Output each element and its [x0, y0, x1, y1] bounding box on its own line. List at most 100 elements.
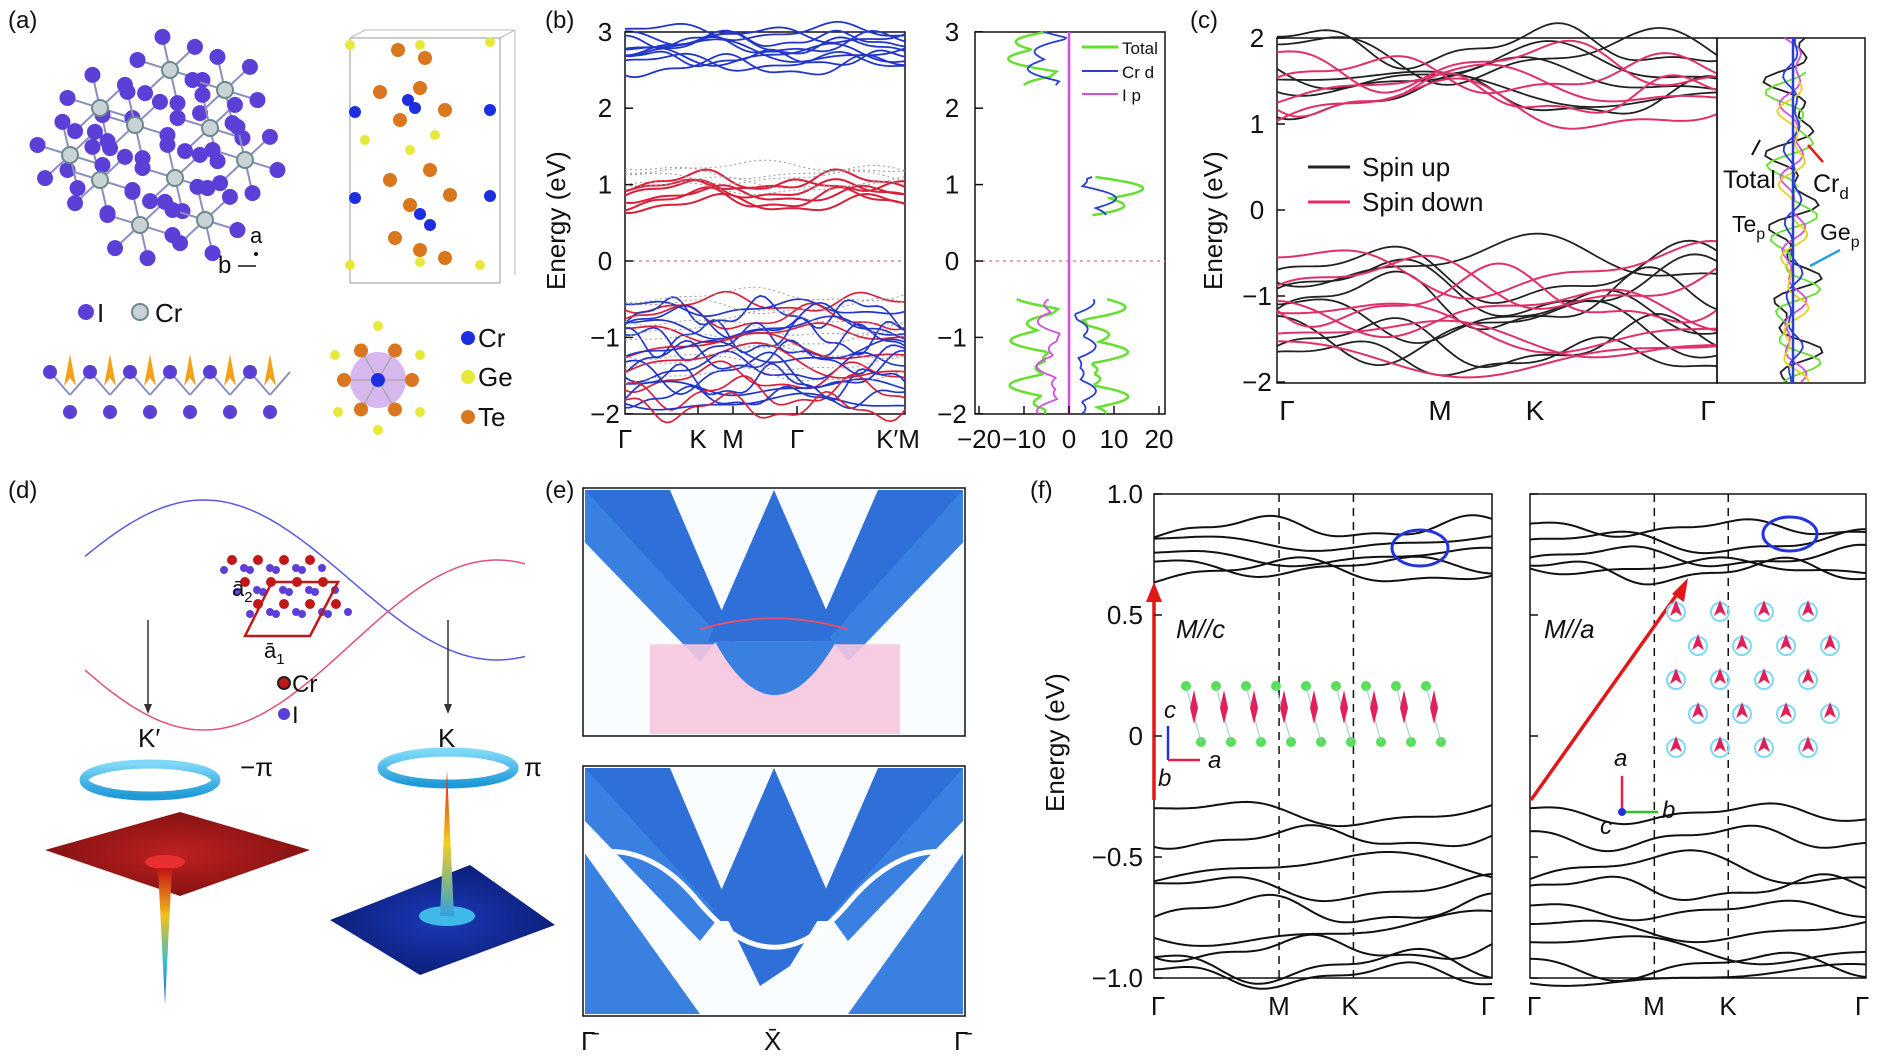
panel-d [45, 499, 555, 1005]
band-line [1154, 873, 1493, 903]
i-atom [189, 178, 206, 195]
band-line [624, 186, 906, 212]
i-atom [223, 405, 237, 419]
f-left-xtick-label: M [1268, 991, 1290, 1021]
band-line [1529, 556, 1867, 586]
spin-down-band [1276, 319, 1718, 359]
edge-state [699, 617, 849, 631]
spin-down-band [1276, 262, 1718, 328]
d-cr-dot [277, 676, 291, 690]
d-i-label: I [292, 702, 299, 729]
te-atom [388, 402, 402, 417]
te-atom [354, 402, 368, 417]
spin-down-band [1276, 288, 1718, 339]
spin-arrow [1802, 668, 1814, 684]
te-atom [337, 373, 351, 387]
f-right-axis-c: c [1600, 813, 1612, 840]
b-xtick-label: K′M [876, 424, 920, 454]
band-line [1529, 802, 1867, 826]
band-line [624, 192, 906, 215]
cr-atom [414, 208, 426, 220]
cr-atom [91, 99, 109, 117]
band-line [1530, 951, 1867, 982]
ge-atom [360, 135, 370, 145]
b-xtick-label: Γ [618, 424, 632, 454]
band-line [625, 48, 906, 68]
spin-up-band [1276, 312, 1718, 369]
i-atom [86, 123, 103, 140]
bulk-band [812, 768, 963, 921]
band-line [624, 26, 906, 46]
ge-atom [485, 37, 495, 47]
bulk-band [708, 490, 840, 642]
panel-label-d: (d) [8, 477, 37, 504]
i-atom [229, 222, 246, 239]
i-atom [172, 235, 189, 252]
f-left-label: M//c [1176, 614, 1225, 644]
f-right-label: M//a [1544, 614, 1595, 644]
i-atom [261, 128, 278, 145]
i-atom [159, 136, 176, 153]
berry-minus-pi: −π [240, 752, 273, 782]
panel-label-c: (c) [1190, 7, 1218, 34]
band-line [1529, 873, 1867, 902]
spin-arrow [1736, 634, 1748, 650]
k-label: K [438, 723, 456, 753]
ge-atom [373, 425, 383, 435]
i-atom [221, 188, 238, 205]
band-line [624, 309, 906, 326]
band-line [624, 321, 906, 337]
legend-spin-down: Spin down [1362, 187, 1483, 217]
band-line [624, 390, 906, 424]
f-ytick-label: −0.5 [1092, 842, 1143, 872]
i-atom [154, 28, 171, 45]
i-atom [119, 83, 136, 100]
spin-arrow [1190, 690, 1198, 724]
band-line [1153, 556, 1493, 584]
band-line [1153, 909, 1493, 947]
b-ytick-label: 2 [598, 93, 612, 123]
ge-atom [345, 260, 355, 270]
dos-ytick-label: −1 [937, 322, 967, 352]
d-cr-label: Cr [292, 671, 317, 698]
i-atom [272, 566, 280, 574]
cr-atom [402, 94, 414, 106]
cr-atom [279, 555, 289, 565]
dos-xtick-label: 10 [1100, 424, 1129, 454]
f-ytick-label: 1.0 [1107, 479, 1143, 509]
cr-atom [91, 171, 109, 189]
i-atom [29, 136, 46, 153]
te-atom [413, 243, 427, 257]
panel-b-ylabel: Energy (eV) [541, 151, 571, 290]
i-atom [226, 96, 243, 113]
i-atom [246, 566, 254, 574]
spin-arrow [1340, 690, 1348, 724]
band-line [1530, 919, 1867, 944]
band-line [624, 159, 906, 174]
b-xtick-label: K [689, 424, 707, 454]
i-atom [139, 250, 156, 267]
legend-ge-label: Ge [478, 362, 513, 392]
c-ytick-label: 1 [1250, 109, 1264, 139]
i-atom [184, 71, 201, 88]
edge-state [589, 848, 961, 950]
te-atom [393, 113, 407, 127]
ge-atom [430, 130, 440, 140]
spin-down-band [1276, 340, 1718, 379]
band-line [624, 178, 906, 199]
i-atom [103, 405, 117, 419]
i-atom [151, 93, 168, 110]
cr-atom [349, 106, 361, 118]
bulk-band [715, 641, 836, 696]
cr-atom [216, 81, 234, 99]
bulk-band [585, 853, 700, 1014]
f-left-xtick-label: K [1341, 991, 1359, 1021]
f-left-axes: c a b [1158, 697, 1221, 792]
magnetization-arrow [1529, 588, 1682, 802]
b-ytick-label: −2 [590, 399, 620, 429]
panel-a-octahedron [330, 321, 425, 435]
cr-atom [331, 599, 341, 609]
legend-spin-up: Spin up [1362, 152, 1450, 182]
i-atom [263, 405, 277, 419]
panel-c-ylabel: Energy (eV) [1198, 151, 1228, 290]
